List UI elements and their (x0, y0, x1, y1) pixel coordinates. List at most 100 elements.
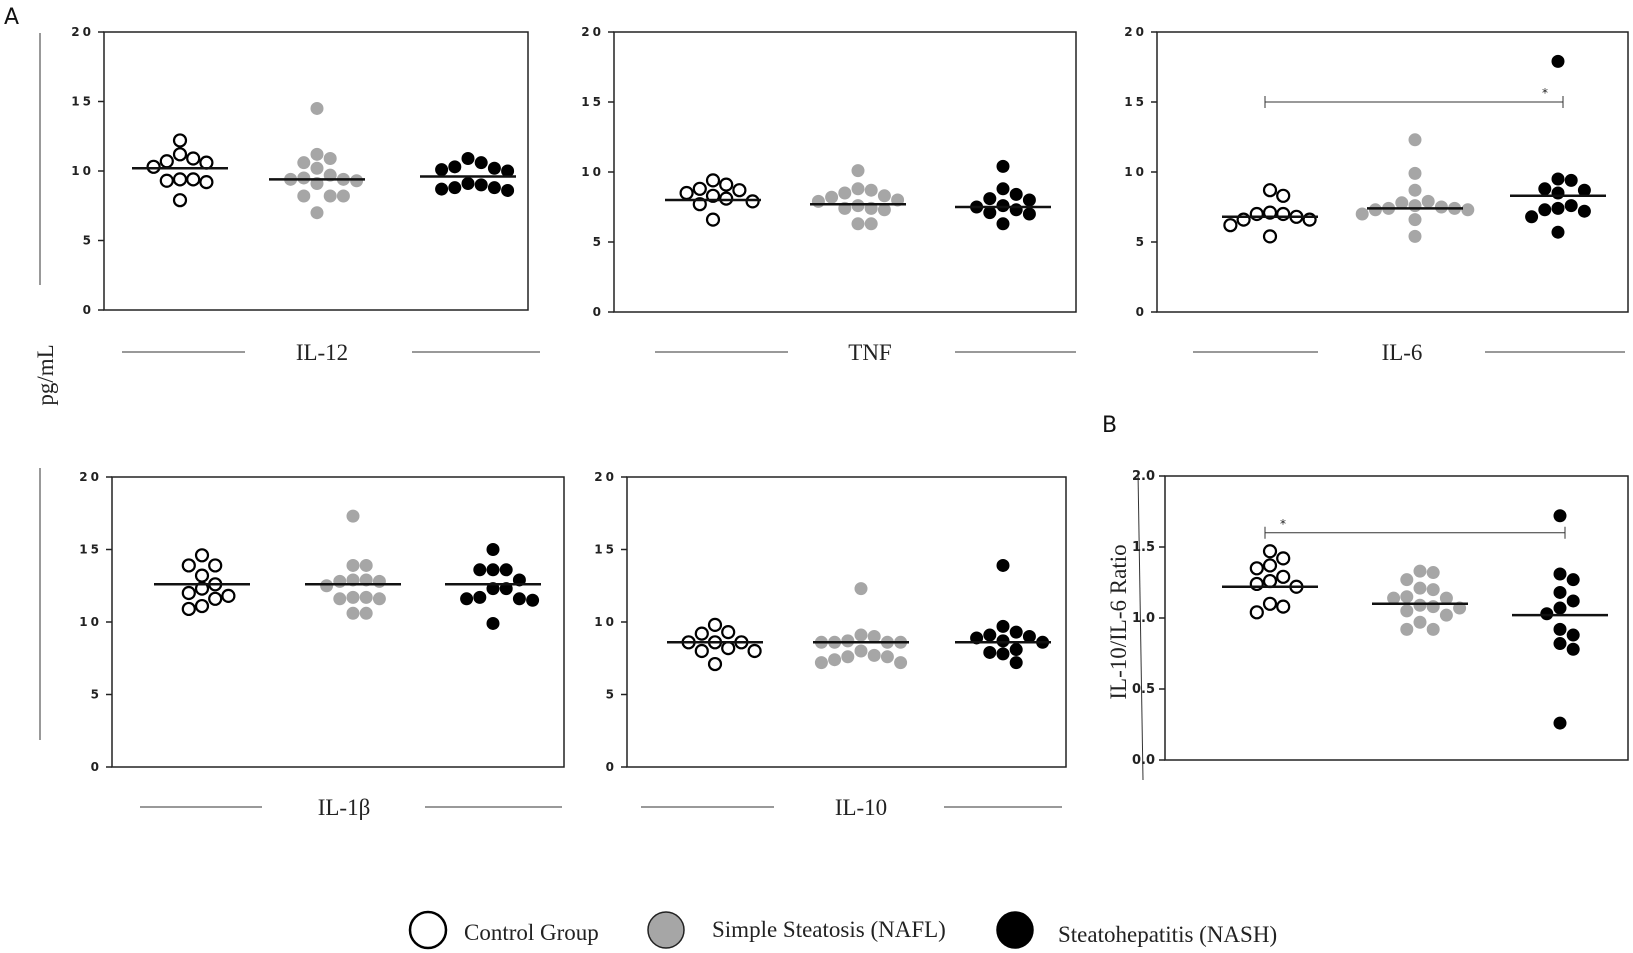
point-ratio-nash-3 (1553, 585, 1567, 599)
point-ratio-control-9 (1276, 599, 1291, 614)
ytick-label-il6-1: 5 (1136, 235, 1147, 249)
point-il10-nafl-0 (854, 582, 868, 596)
point-il1b-nash-7 (473, 590, 487, 604)
point-il10-nash-1 (996, 619, 1010, 633)
point-il6-control-1 (1276, 188, 1291, 203)
shared-ylabel: pg/mL (33, 344, 58, 405)
point-il1b-control-10 (181, 601, 196, 617)
point-il10-nash-3 (1022, 630, 1036, 643)
point-il10-nafl-14 (814, 656, 828, 670)
ytick-label-il1b-2: 10 (79, 615, 102, 629)
point-il1b-control-0 (194, 548, 210, 563)
point-il12-nash-11 (474, 178, 488, 192)
point-tnf-control-9 (705, 212, 721, 227)
legend-marker-nash (996, 911, 1034, 949)
point-il10-nafl-11 (880, 650, 894, 664)
ratio-ylabel-guide (1137, 471, 1144, 781)
point-ratio-nash-6 (1540, 607, 1554, 621)
point-ratio-nafl-11 (1400, 604, 1414, 618)
point-il10-nafl-9 (867, 648, 881, 662)
significance-star-ratio: * (1280, 517, 1286, 531)
point-il10-nash-0 (996, 558, 1010, 572)
point-tnf-nash-2 (1022, 193, 1036, 207)
point-ratio-control-5 (1262, 573, 1278, 589)
chart-il12: 0 5 10 15 20 IL-12 (71, 25, 540, 365)
point-tnf-nafl-5 (811, 194, 825, 208)
panel-a-label: A (4, 5, 19, 30)
point-il1b-nafl-5 (320, 579, 334, 593)
point-il12-control-0 (172, 133, 188, 148)
chart-title-il6: IL-6 (1382, 340, 1423, 365)
point-il12-nash-8 (435, 182, 449, 196)
point-tnf-nafl-3 (825, 190, 839, 204)
plot-frame-il6 (1156, 31, 1629, 313)
point-tnf-nash-8 (983, 206, 997, 220)
ytick-label-il10-2: 10 (594, 615, 617, 629)
chart-il10: 0 5 10 15 20 IL-10 (594, 470, 1067, 820)
point-il6-nafl-8 (1434, 200, 1448, 214)
point-tnf-nafl-12 (864, 217, 878, 231)
point-il12-nafl-2 (323, 151, 337, 165)
point-il6-control-0 (1262, 183, 1278, 198)
plot-frame-tnf (613, 31, 1077, 313)
point-il12-nash-5 (461, 151, 475, 165)
ytick-label-il10-4: 20 (594, 470, 617, 484)
point-il6-nash-0 (1551, 54, 1565, 68)
point-il10-nash-10 (996, 647, 1010, 661)
point-ratio-nash-7 (1553, 622, 1567, 636)
chart-tnf: 0 5 10 15 20 TNF (581, 25, 1077, 365)
point-il10-nash-9 (983, 645, 997, 659)
ytick-label-il6-2: 10 (1124, 165, 1147, 179)
significance-bracket-ratio (1264, 526, 1566, 539)
ytick-label-tnf-3: 15 (581, 95, 604, 109)
point-il10-nafl-12 (828, 653, 842, 667)
chart-title-il10: IL-10 (835, 795, 887, 820)
chart-title-il12: IL-12 (296, 340, 348, 365)
ytick-label-il12-4: 20 (71, 25, 94, 39)
point-il12-nash-3 (501, 164, 515, 178)
point-il6-nafl-13 (1408, 229, 1422, 243)
point-il10-nash-7 (1009, 625, 1023, 639)
point-il6-nafl-4 (1408, 199, 1422, 213)
point-il6-control-2 (1276, 206, 1291, 222)
point-il1b-nash-3 (473, 563, 487, 577)
point-ratio-nafl-12 (1439, 608, 1453, 622)
chart-title-il1b: IL-1β (318, 795, 371, 820)
ytick-label-il12-2: 10 (71, 164, 94, 178)
point-il10-control-7 (694, 643, 709, 659)
chart-title-tnf: TNF (848, 340, 891, 365)
point-tnf-nash-5 (996, 199, 1010, 213)
point-tnf-nash-9 (996, 217, 1010, 231)
point-il1b-nash-0 (486, 543, 500, 556)
point-il6-nash-4 (1538, 182, 1552, 196)
ytick-label-tnf-0: 0 (593, 305, 604, 319)
point-il10-nash-6 (970, 631, 984, 645)
point-ratio-control-10 (1249, 605, 1264, 620)
point-il1b-nafl-0 (346, 509, 360, 523)
point-tnf-nash-10 (1022, 207, 1036, 221)
point-il1b-nash-11 (486, 616, 500, 630)
chart-il1b: 0 5 10 15 20 IL-1β (79, 470, 565, 820)
point-il6-control-8 (1223, 218, 1238, 233)
ytick-label-il10-3: 15 (594, 543, 617, 557)
point-ratio-nafl-10 (1453, 601, 1467, 615)
ytick-label-il1b-0: 0 (91, 760, 102, 774)
point-il1b-nafl-8 (346, 590, 360, 604)
point-il1b-nash-8 (512, 592, 526, 606)
point-ratio-control-4 (1276, 569, 1291, 584)
legend-marker-control (408, 910, 448, 950)
point-il1b-control-6 (181, 585, 196, 601)
point-il12-nafl-1 (310, 147, 324, 161)
point-tnf-nafl-8 (877, 203, 891, 217)
point-ratio-nafl-14 (1426, 622, 1440, 636)
point-il1b-nafl-3 (346, 573, 360, 587)
point-il12-nash-7 (448, 181, 462, 195)
significance-bracket-il6 (1264, 96, 1564, 108)
point-il1b-control-7 (221, 588, 236, 604)
point-ratio-nafl-4 (1426, 583, 1440, 597)
ytick-label-tnf-4: 20 (581, 25, 604, 39)
point-tnf-nash-0 (996, 159, 1010, 173)
point-ratio-nash-4 (1566, 594, 1580, 608)
point-il1b-control-4 (194, 581, 210, 596)
point-il12-nafl-13 (336, 189, 350, 203)
